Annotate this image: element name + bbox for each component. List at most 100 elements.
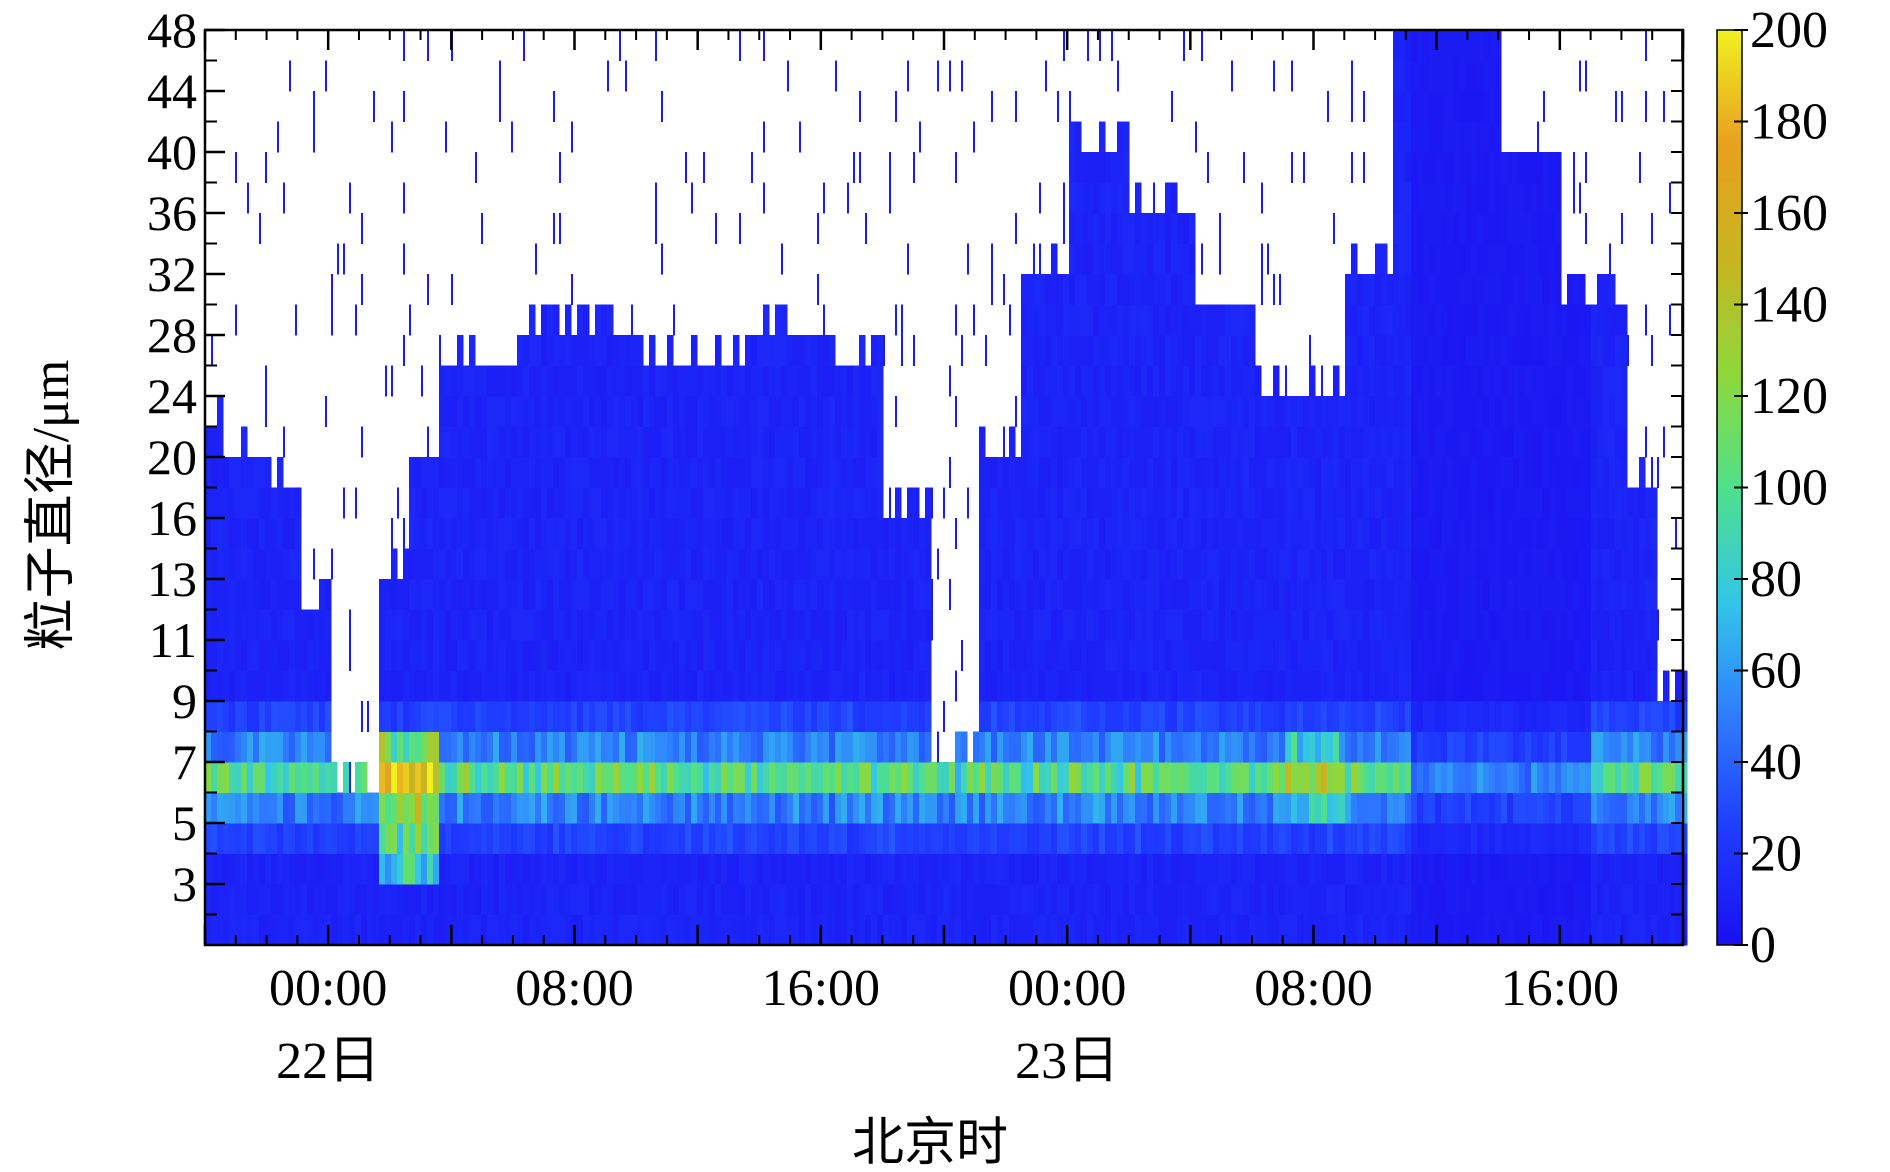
heatmap-cell (445, 853, 452, 885)
heatmap-cell (625, 457, 632, 488)
heatmap-cell (667, 914, 674, 946)
heatmap-cell (865, 914, 872, 946)
heatmap-cell (1645, 579, 1652, 610)
heatmap-cell (571, 274, 573, 305)
heatmap-cell (397, 853, 404, 885)
heatmap-cell (961, 853, 968, 885)
heatmap-cell (1063, 701, 1070, 732)
heatmap-cell (367, 853, 374, 885)
heatmap-cell (1465, 274, 1472, 305)
heatmap-cell (1069, 335, 1076, 366)
heatmap-cell (421, 609, 428, 641)
heatmap-cell (1063, 304, 1070, 336)
heatmap-cell (1519, 518, 1526, 549)
heatmap-cell (577, 640, 584, 671)
heatmap-cell (1411, 91, 1418, 122)
heatmap-cell (949, 884, 956, 915)
heatmap-cell (1141, 731, 1148, 763)
heatmap-cell (1645, 823, 1652, 854)
heatmap-cell (1021, 396, 1028, 427)
heatmap-cell (1357, 792, 1364, 824)
heatmap-cell (1219, 243, 1221, 275)
heatmap-cell (1561, 457, 1568, 488)
heatmap-cell (697, 670, 704, 702)
heatmap-cell (1471, 91, 1478, 122)
heatmap-cell (1093, 670, 1100, 702)
heatmap-cell (439, 609, 446, 641)
heatmap-cell (499, 670, 506, 702)
heatmap-cell (1273, 792, 1280, 824)
heatmap-cell (1009, 701, 1016, 732)
heatmap-cell (271, 579, 278, 610)
heatmap-cell (427, 884, 434, 915)
heatmap-cell (1003, 548, 1010, 580)
heatmap-cell (217, 792, 224, 824)
heatmap-cell (1033, 609, 1040, 641)
heatmap-cell (535, 914, 542, 946)
heatmap-cell (595, 670, 602, 702)
heatmap-cell (1093, 792, 1100, 824)
heatmap-cell (841, 396, 848, 427)
heatmap-cell (1069, 670, 1076, 702)
heatmap-cell (1363, 640, 1370, 671)
heatmap-cell (1369, 914, 1376, 946)
heatmap-cell (1009, 914, 1016, 946)
heatmap-cell (391, 365, 393, 397)
heatmap-cell (1081, 670, 1088, 702)
heatmap-cell (1459, 457, 1466, 488)
heatmap-cell (943, 487, 945, 519)
heatmap-cell (1495, 152, 1502, 183)
heatmap-cell (727, 609, 734, 641)
heatmap-cell (997, 914, 1004, 946)
heatmap-cell (1117, 579, 1124, 610)
heatmap-cell (919, 701, 926, 732)
heatmap-cell (1321, 884, 1328, 915)
heatmap-cell (1237, 487, 1244, 519)
heatmap-cell (1249, 396, 1256, 427)
heatmap-cell (1099, 670, 1106, 702)
heatmap-cell (1327, 518, 1334, 549)
heatmap-cell (1435, 213, 1442, 244)
heatmap-cell (1123, 792, 1130, 824)
heatmap-cell (811, 426, 818, 458)
heatmap-cell (1027, 609, 1034, 641)
heatmap-cell (505, 640, 512, 671)
heatmap-cell (1579, 853, 1586, 885)
heatmap-cell (793, 670, 800, 702)
heatmap-cell (1057, 304, 1064, 336)
heatmap-cell (907, 823, 914, 854)
heatmap-cell (241, 670, 248, 702)
heatmap-cell (403, 701, 410, 732)
heatmap-cell (1261, 396, 1268, 427)
heatmap-cell (1003, 762, 1010, 793)
heatmap-cell (757, 884, 764, 915)
heatmap-cell (565, 335, 572, 366)
heatmap-cell (1219, 731, 1226, 763)
heatmap-cell (739, 487, 746, 519)
heatmap-cell (1393, 914, 1400, 946)
heatmap-cell (1165, 243, 1172, 275)
heatmap-cell (1075, 853, 1082, 885)
heatmap-cell (547, 335, 554, 366)
heatmap-cell (1189, 548, 1196, 580)
heatmap-cell (895, 792, 902, 824)
heatmap-cell (547, 640, 554, 671)
heatmap-cell (457, 579, 464, 610)
heatmap-cell (403, 30, 405, 61)
heatmap-cell (979, 518, 986, 549)
heatmap-cell (1357, 426, 1364, 458)
heatmap-cell (1555, 701, 1562, 732)
heatmap-cell (1645, 853, 1652, 885)
heatmap-cell (943, 823, 950, 854)
heatmap-cell (583, 457, 590, 488)
heatmap-cell (1597, 731, 1604, 763)
heatmap-cell (1537, 304, 1544, 336)
heatmap-cell (1225, 792, 1232, 824)
heatmap-cell (1393, 396, 1400, 427)
heatmap-cell (505, 884, 512, 915)
heatmap-cell (1513, 243, 1520, 275)
heatmap-cell (985, 762, 992, 793)
heatmap-cell (781, 426, 788, 458)
heatmap-cell (769, 853, 776, 885)
heatmap-cell (661, 792, 668, 824)
